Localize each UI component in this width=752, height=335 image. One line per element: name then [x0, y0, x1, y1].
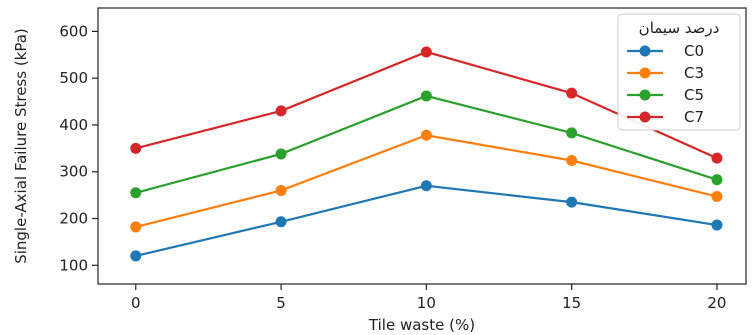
x-tick-label: 10 [417, 294, 436, 312]
data-point [566, 155, 578, 167]
data-point [711, 174, 723, 186]
data-point [566, 196, 578, 208]
data-point [275, 105, 287, 117]
data-point [130, 187, 142, 199]
data-point [711, 152, 723, 164]
y-tick-label: 200 [59, 210, 88, 228]
data-point [130, 142, 142, 154]
series-layer [130, 46, 723, 262]
data-point [711, 191, 723, 203]
legend-items: C0 C3 C5 C7 [627, 42, 704, 126]
legend-label: C3 [684, 64, 704, 82]
legend-swatch-marker [639, 67, 651, 79]
legend-box [617, 13, 741, 131]
data-point [130, 250, 142, 262]
legend: درصد سیمان C0 C3 C5 C7 [617, 13, 741, 131]
y-tick-label: 300 [59, 163, 88, 181]
x-tick-label: 5 [276, 294, 286, 312]
y-axis-label: Single-Axial Failure Stress (kPa) [12, 28, 30, 264]
y-tick-label: 400 [59, 116, 88, 134]
data-point [275, 148, 287, 160]
y-tick-label: 600 [59, 22, 88, 40]
data-point [420, 90, 432, 102]
legend-label: C0 [684, 42, 704, 60]
x-axis-label: Tile waste (%) [368, 316, 475, 334]
data-point [420, 180, 432, 192]
series-c5 [130, 90, 723, 199]
series-c0 [130, 180, 723, 262]
series-c3 [130, 129, 723, 233]
y-tick-label: 500 [59, 69, 88, 87]
legend-swatch-marker [639, 45, 651, 57]
legend-label: C7 [684, 108, 704, 126]
data-point [711, 219, 723, 231]
x-axis: 0 5 10 15 20 [131, 284, 726, 312]
data-point [275, 216, 287, 228]
legend-title: درصد سیمان [639, 19, 720, 37]
y-axis: 100 200 300 400 500 600 [59, 22, 98, 274]
data-point [566, 87, 578, 99]
data-point [275, 184, 287, 196]
x-tick-label: 15 [562, 294, 581, 312]
data-point [420, 46, 432, 58]
x-tick-label: 20 [707, 294, 726, 312]
legend-swatch-marker [639, 111, 651, 123]
legend-swatch-marker [639, 89, 651, 101]
data-point [566, 127, 578, 139]
data-point [130, 221, 142, 233]
x-tick-label: 0 [131, 294, 141, 312]
data-point [420, 129, 432, 141]
legend-label: C5 [684, 86, 704, 104]
y-tick-label: 100 [59, 256, 88, 274]
